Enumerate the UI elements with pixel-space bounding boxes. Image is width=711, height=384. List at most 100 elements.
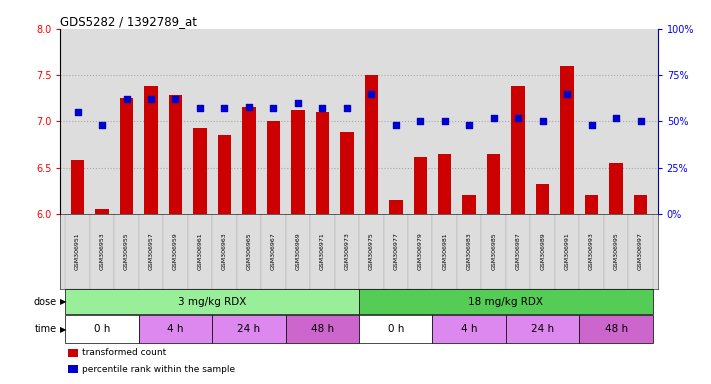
FancyBboxPatch shape: [65, 214, 90, 289]
Bar: [212, 316, 286, 343]
Text: 48 h: 48 h: [311, 324, 334, 334]
FancyBboxPatch shape: [604, 214, 629, 289]
Bar: [139, 316, 212, 343]
FancyBboxPatch shape: [506, 214, 530, 289]
Point: [635, 118, 646, 124]
Bar: [585, 195, 599, 214]
Point: [537, 118, 548, 124]
Point: [316, 105, 328, 111]
FancyBboxPatch shape: [457, 214, 481, 289]
Text: 48 h: 48 h: [604, 324, 628, 334]
Bar: [359, 316, 432, 343]
FancyBboxPatch shape: [432, 214, 457, 289]
FancyBboxPatch shape: [530, 214, 555, 289]
Point: [194, 105, 205, 111]
Text: 0 h: 0 h: [387, 324, 404, 334]
Text: GSM306955: GSM306955: [124, 233, 129, 270]
Bar: [242, 108, 256, 214]
FancyBboxPatch shape: [114, 214, 139, 289]
Point: [243, 103, 255, 109]
FancyBboxPatch shape: [579, 214, 604, 289]
Bar: [414, 157, 427, 214]
Text: GSM306991: GSM306991: [565, 232, 570, 270]
Bar: [511, 86, 525, 214]
Text: transformed count: transformed count: [82, 348, 166, 358]
Text: GDS5282 / 1392789_at: GDS5282 / 1392789_at: [60, 15, 198, 28]
Text: 4 h: 4 h: [167, 324, 183, 334]
Point: [219, 105, 230, 111]
Text: GSM306963: GSM306963: [222, 232, 227, 270]
Bar: [389, 200, 402, 214]
Text: GSM306997: GSM306997: [638, 232, 643, 270]
Text: GSM306973: GSM306973: [344, 232, 349, 270]
Point: [97, 122, 108, 128]
Point: [488, 114, 499, 121]
Text: GSM306961: GSM306961: [198, 233, 203, 270]
FancyBboxPatch shape: [237, 214, 261, 289]
Text: GSM306975: GSM306975: [369, 232, 374, 270]
Bar: [291, 110, 304, 214]
Point: [586, 122, 597, 128]
Bar: [193, 128, 207, 214]
Bar: [65, 316, 139, 343]
Bar: [365, 75, 378, 214]
Bar: [536, 184, 550, 214]
Bar: [267, 121, 280, 214]
Text: GSM306977: GSM306977: [393, 232, 398, 270]
Bar: [286, 316, 359, 343]
Point: [439, 118, 450, 124]
Point: [513, 114, 524, 121]
FancyBboxPatch shape: [188, 214, 212, 289]
Point: [365, 91, 377, 97]
Bar: [506, 316, 579, 343]
Bar: [169, 96, 182, 214]
Text: GSM306959: GSM306959: [173, 232, 178, 270]
FancyBboxPatch shape: [555, 214, 579, 289]
Text: GSM306953: GSM306953: [100, 232, 105, 270]
Text: time: time: [35, 324, 57, 334]
Text: GSM306979: GSM306979: [418, 232, 423, 270]
Text: 24 h: 24 h: [237, 324, 260, 334]
Point: [610, 114, 621, 121]
Bar: [634, 195, 647, 214]
Text: GSM306995: GSM306995: [614, 232, 619, 270]
Bar: [218, 135, 231, 214]
FancyBboxPatch shape: [164, 214, 188, 289]
Text: dose: dose: [33, 297, 57, 307]
Point: [562, 91, 573, 97]
Text: GSM306983: GSM306983: [466, 232, 471, 270]
Text: 4 h: 4 h: [461, 324, 478, 334]
Text: 24 h: 24 h: [531, 324, 554, 334]
Bar: [316, 112, 329, 214]
Text: GSM306987: GSM306987: [515, 232, 520, 270]
Bar: [487, 154, 501, 214]
FancyBboxPatch shape: [90, 214, 114, 289]
Point: [170, 96, 181, 102]
Text: GSM306957: GSM306957: [149, 232, 154, 270]
FancyBboxPatch shape: [335, 214, 359, 289]
Text: ▶: ▶: [60, 325, 66, 334]
Point: [415, 118, 426, 124]
Text: GSM306965: GSM306965: [247, 233, 252, 270]
Point: [72, 109, 83, 115]
Point: [145, 96, 156, 102]
Point: [121, 96, 132, 102]
FancyBboxPatch shape: [286, 214, 310, 289]
Bar: [65, 289, 359, 314]
Text: GSM306985: GSM306985: [491, 233, 496, 270]
Text: GSM306971: GSM306971: [320, 232, 325, 270]
Text: ▶: ▶: [60, 297, 66, 306]
Bar: [95, 209, 109, 214]
FancyBboxPatch shape: [383, 214, 408, 289]
Point: [268, 105, 279, 111]
Text: 18 mg/kg RDX: 18 mg/kg RDX: [469, 297, 543, 307]
FancyBboxPatch shape: [212, 214, 237, 289]
Text: GSM306967: GSM306967: [271, 232, 276, 270]
Text: GSM306989: GSM306989: [540, 232, 545, 270]
FancyBboxPatch shape: [481, 214, 506, 289]
Bar: [359, 289, 653, 314]
Text: percentile rank within the sample: percentile rank within the sample: [82, 364, 235, 374]
Text: GSM306969: GSM306969: [295, 232, 300, 270]
Bar: [579, 316, 653, 343]
FancyBboxPatch shape: [310, 214, 335, 289]
